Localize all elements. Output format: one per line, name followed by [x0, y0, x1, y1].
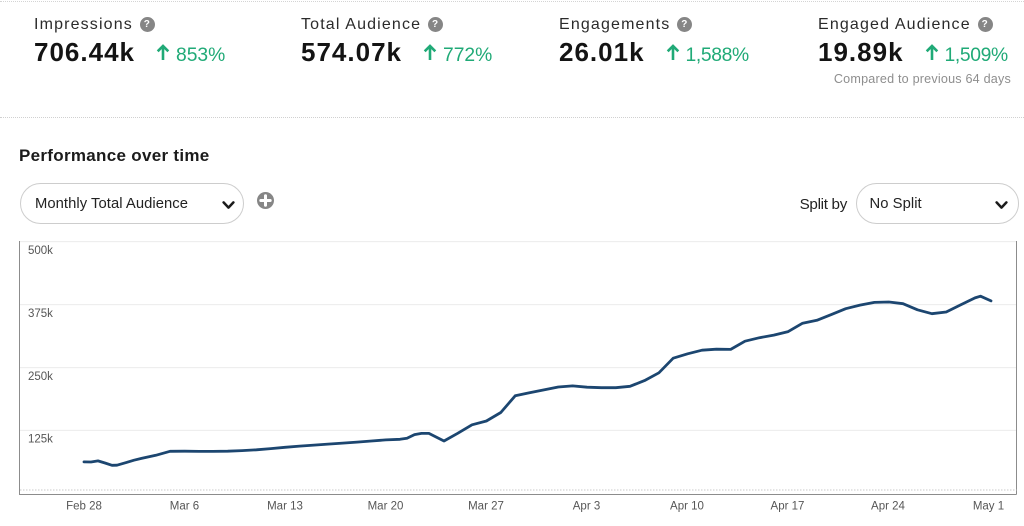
svg-text:Apr 3: Apr 3 — [573, 501, 601, 513]
svg-text:Apr 24: Apr 24 — [871, 501, 905, 513]
svg-text:Feb 28: Feb 28 — [66, 501, 102, 513]
svg-text:Mar 6: Mar 6 — [170, 501, 199, 513]
svg-text:May 1: May 1 — [973, 501, 1004, 513]
svg-text:Apr 17: Apr 17 — [771, 501, 805, 513]
svg-text:500k: 500k — [28, 245, 53, 257]
svg-text:Mar 20: Mar 20 — [368, 501, 404, 513]
svg-text:375k: 375k — [28, 308, 53, 320]
svg-text:Mar 13: Mar 13 — [267, 501, 303, 513]
svg-text:Mar 27: Mar 27 — [468, 501, 504, 513]
svg-text:125k: 125k — [28, 434, 53, 446]
svg-text:250k: 250k — [28, 371, 53, 383]
svg-text:Apr 10: Apr 10 — [670, 501, 704, 513]
